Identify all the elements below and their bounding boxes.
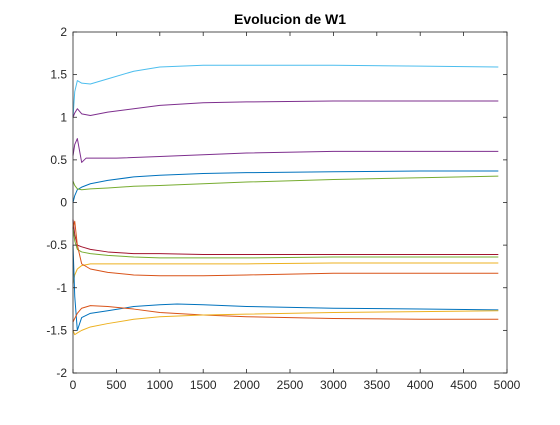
x-tick-label-6: 3000 [320, 378, 347, 392]
y-tick-label-0: -2 [56, 366, 67, 380]
x-tick-label-0: 0 [70, 378, 77, 392]
plot-area [73, 32, 507, 373]
series-line-10 [72, 245, 499, 331]
chart-title: Evolucion de W1 [234, 11, 346, 27]
y-tick-label-8: 2 [60, 25, 67, 39]
y-tick-label-3: -0.5 [46, 238, 67, 252]
x-tick-label-2: 1000 [146, 378, 173, 392]
x-tick-label-10: 5000 [494, 378, 521, 392]
y-tick-label-7: 1.5 [50, 68, 67, 82]
series-line-2 [72, 100, 499, 118]
y-tick-label-6: 1 [60, 110, 67, 124]
axes-layer: 0 500 1000 1500 2000 2500 3000 3500 4000 4500 5000… [46, 25, 520, 392]
x-tick-label-4: 2000 [233, 378, 260, 392]
x-tick-label-5: 2500 [277, 378, 304, 392]
x-tick-label-7: 3500 [363, 378, 390, 392]
series-line-12 [72, 310, 499, 336]
x-tick-label-3: 1500 [190, 378, 217, 392]
series-line-7 [72, 228, 499, 259]
x-tick-label-1: 500 [106, 378, 126, 392]
y-tick-label-2: -1 [56, 281, 67, 295]
series-line-8 [72, 262, 499, 284]
series-line-1 [72, 64, 499, 118]
series-line-9 [72, 220, 499, 277]
y-tick-label-5: 0.5 [50, 153, 67, 167]
series-line-4 [72, 170, 499, 203]
y-tick-label-1: -1.5 [46, 323, 67, 337]
series-line-5 [72, 175, 499, 191]
x-tick-label-9: 4500 [450, 378, 477, 392]
series-line-11 [72, 305, 499, 323]
x-tick-label-8: 4000 [407, 378, 434, 392]
y-tick-label-4: 0 [60, 196, 67, 210]
series-line-3 [72, 138, 499, 163]
series-layer [72, 64, 499, 336]
